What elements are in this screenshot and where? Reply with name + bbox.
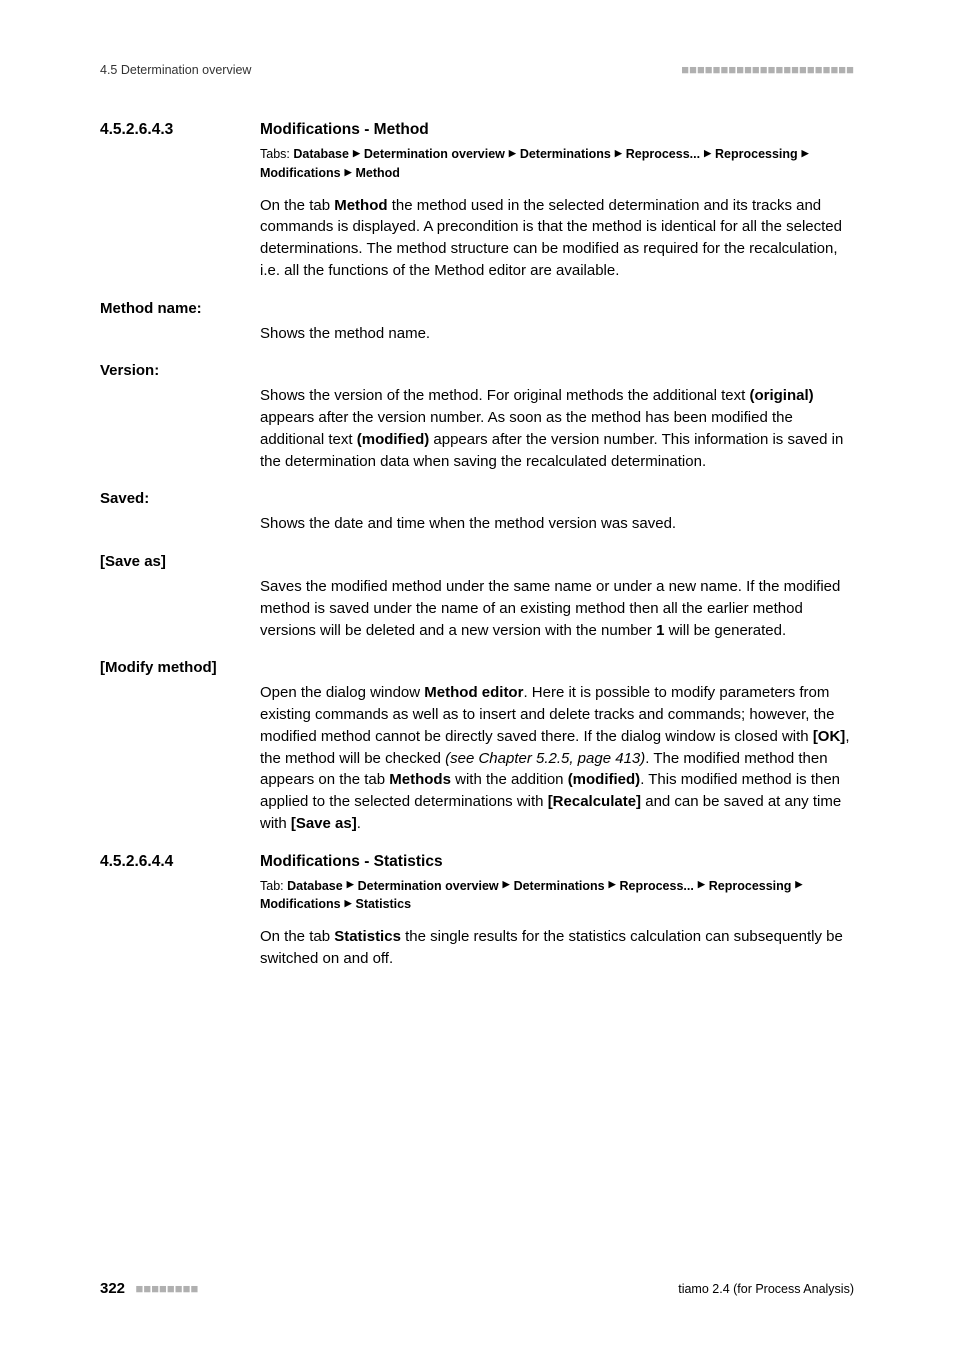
text-italic: (see Chapter 5.2.5, page 413) xyxy=(445,750,645,767)
field-save-as: [Save as] Saves the modified method unde… xyxy=(100,553,854,641)
text-bold: Method editor xyxy=(424,684,523,701)
text-fragment: will be generated. xyxy=(664,622,786,639)
field-label: Method name: xyxy=(100,300,854,317)
field-label: Saved: xyxy=(100,490,854,507)
statistics-paragraph: On the tab Statistics the single results… xyxy=(260,926,854,970)
text-fragment: Shows the version of the method. For ori… xyxy=(260,387,749,404)
intro-paragraph: On the tab Method the method used in the… xyxy=(260,195,854,282)
text-bold: (modified) xyxy=(357,431,430,448)
field-text: Open the dialog window Method editor. He… xyxy=(260,682,854,834)
section-title: Modifications - Statistics xyxy=(260,853,443,871)
triangle-icon: ▶ xyxy=(802,147,809,161)
text-fragment: On the tab xyxy=(260,197,334,214)
text-fragment: . xyxy=(357,815,361,832)
text-bold: (modified) xyxy=(568,771,641,788)
page-number: 322 xyxy=(100,1280,125,1297)
field-saved: Saved: Shows the date and time when the … xyxy=(100,490,854,535)
breadcrumb-method: Tabs: Database ▶ Determination overview ▶ De… xyxy=(260,145,854,183)
breadcrumb-part: Determination overview xyxy=(358,879,499,893)
breadcrumb-part: Determinations xyxy=(520,147,611,161)
field-text: Shows the version of the method. For ori… xyxy=(260,385,854,472)
breadcrumb-part: Determinations xyxy=(514,879,605,893)
breadcrumb-part: Method xyxy=(355,166,399,180)
triangle-icon: ▶ xyxy=(345,897,352,911)
footer-left: 322 ■■■■■■■■ xyxy=(100,1280,198,1298)
section-heading-method: 4.5.2.6.4.3 Modifications - Method xyxy=(100,121,854,139)
text-bold: [OK] xyxy=(813,728,846,745)
page-header: 4.5 Determination overview ■■■■■■■■■■■■■… xyxy=(100,62,854,77)
triangle-icon: ▶ xyxy=(347,878,354,892)
text-fragment: On the tab xyxy=(260,928,334,945)
triangle-icon: ▶ xyxy=(503,878,510,892)
text-bold: [Save as] xyxy=(291,815,357,832)
text-bold: Method xyxy=(334,197,387,214)
breadcrumb-part: Modifications xyxy=(260,166,341,180)
section-number: 4.5.2.6.4.3 xyxy=(100,121,260,139)
section-title: Modifications - Method xyxy=(260,121,429,139)
triangle-icon: ▶ xyxy=(698,878,705,892)
section-number: 4.5.2.6.4.4 xyxy=(100,853,260,871)
text-bold: [Recalculate] xyxy=(548,793,641,810)
breadcrumb-part: Statistics xyxy=(355,897,411,911)
breadcrumb-part: Reprocess... xyxy=(626,147,700,161)
triangle-icon: ▶ xyxy=(509,147,516,161)
breadcrumb-part: Database xyxy=(287,879,343,893)
field-label: Version: xyxy=(100,362,854,379)
header-section-path: 4.5 Determination overview xyxy=(100,63,251,77)
breadcrumb-part: Determination overview xyxy=(364,147,505,161)
section-heading-statistics: 4.5.2.6.4.4 Modifications - Statistics xyxy=(100,853,854,871)
breadcrumb-part: Reprocessing xyxy=(709,879,792,893)
header-decoration: ■■■■■■■■■■■■■■■■■■■■■■ xyxy=(681,62,854,77)
text-bold: Statistics xyxy=(334,928,401,945)
breadcrumb-part: Reprocessing xyxy=(715,147,798,161)
field-version: Version: Shows the version of the method… xyxy=(100,362,854,472)
field-method-name: Method name: Shows the method name. xyxy=(100,300,854,345)
text-bold: (original) xyxy=(749,387,813,404)
breadcrumb-part: Database xyxy=(293,147,349,161)
breadcrumb-part: Modifications xyxy=(260,897,341,911)
triangle-icon: ▶ xyxy=(615,147,622,161)
breadcrumb-label: Tab: xyxy=(260,879,287,893)
page-container: 4.5 Determination overview ■■■■■■■■■■■■■… xyxy=(0,0,954,1028)
field-text: Shows the method name. xyxy=(260,323,854,345)
text-bold: Methods xyxy=(389,771,451,788)
triangle-icon: ▶ xyxy=(704,147,711,161)
triangle-icon: ▶ xyxy=(353,147,360,161)
breadcrumb-part: Reprocess... xyxy=(619,879,693,893)
footer-product: tiamo 2.4 (for Process Analysis) xyxy=(678,1282,854,1296)
triangle-icon: ▶ xyxy=(609,878,616,892)
breadcrumb-statistics: Tab: Database▶Determination overview▶Det… xyxy=(260,877,854,915)
text-fragment: with the addition xyxy=(451,771,568,788)
field-modify-method: [Modify method] Open the dialog window M… xyxy=(100,659,854,834)
page-footer: 322 ■■■■■■■■ tiamo 2.4 (for Process Anal… xyxy=(100,1280,854,1298)
triangle-icon: ▶ xyxy=(345,166,352,180)
text-fragment: Open the dialog window xyxy=(260,684,424,701)
footer-decoration: ■■■■■■■■ xyxy=(135,1281,198,1296)
field-text: Shows the date and time when the method … xyxy=(260,513,854,535)
field-text: Saves the modified method under the same… xyxy=(260,576,854,641)
field-label: [Modify method] xyxy=(100,659,854,676)
field-label: [Save as] xyxy=(100,553,854,570)
breadcrumb-label: Tabs: xyxy=(260,147,293,161)
triangle-icon: ▶ xyxy=(795,878,802,892)
